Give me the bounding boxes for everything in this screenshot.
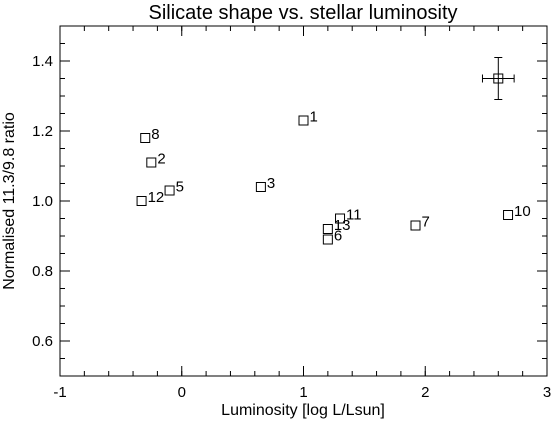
data-point	[335, 213, 346, 224]
y-tick-label: 0.8	[32, 263, 53, 280]
data-point	[255, 182, 266, 192]
x-axis: -1 0 1 2 3	[53, 26, 551, 401]
data-point	[146, 157, 157, 168]
data-point	[322, 224, 333, 234]
typical-error-bar	[481, 57, 515, 100]
data-point-label: 3	[267, 175, 275, 192]
data-point	[298, 115, 309, 126]
data-point-label: 5	[176, 179, 184, 196]
chart-title: Silicate shape vs. stellar luminosity	[148, 2, 457, 24]
x-tick-label: 3	[543, 384, 551, 401]
y-tick-label: 1.2	[32, 123, 53, 140]
data-point-label: 2	[157, 151, 165, 168]
data-point	[322, 234, 333, 245]
y-tick-label: 0.6	[32, 333, 53, 350]
data-point-label: 8	[151, 126, 159, 143]
data-point	[140, 133, 151, 143]
y-tick-label: 1.0	[32, 193, 53, 210]
y-axis: 0.6 0.8 1.0 1.2 1.4	[32, 25, 547, 377]
data-point-label: 1	[310, 109, 318, 126]
data-point	[136, 196, 147, 206]
y-tick-label: 1.4	[32, 53, 53, 70]
data-point-label: 13	[334, 217, 351, 234]
data-point-label: 11	[346, 207, 362, 224]
data-point-label: 7	[422, 214, 430, 231]
data-point	[410, 220, 421, 231]
y-axis-label: Normalised 11.3/9.8 ratio	[1, 112, 18, 290]
data-point	[164, 185, 175, 196]
data-point-label: 10	[514, 203, 531, 220]
data-point-label: 12	[148, 189, 165, 206]
error-marker	[493, 73, 504, 84]
x-tick-label: 0	[178, 384, 186, 401]
x-tick-label: 1	[299, 384, 307, 401]
x-tick-label: -1	[53, 384, 66, 401]
data-point-label: 6	[334, 228, 342, 245]
x-axis-label: Luminosity [log L/Lsun]	[221, 402, 385, 419]
plot-frame	[59, 25, 548, 377]
data-point	[503, 210, 514, 220]
x-tick-label: 2	[421, 384, 429, 401]
